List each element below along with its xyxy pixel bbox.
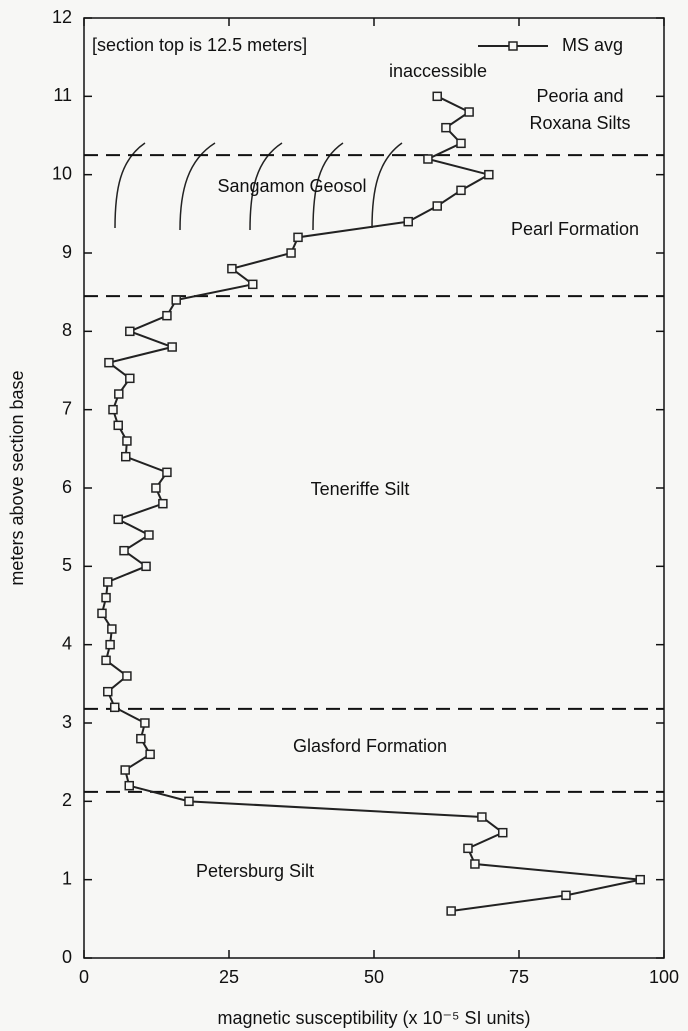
y-tick-label: 0 — [62, 947, 72, 967]
data-point — [167, 342, 177, 352]
data-point — [104, 357, 114, 368]
data-point — [227, 263, 237, 274]
data-point — [125, 373, 135, 384]
annotation: Pearl Formation — [511, 219, 639, 239]
x-tick-label: 100 — [649, 967, 679, 987]
y-tick-label: 8 — [62, 320, 72, 340]
y-tick-label: 3 — [62, 712, 72, 732]
annotation: Peoria and — [536, 86, 623, 106]
data-point — [171, 295, 181, 305]
legend-marker — [508, 41, 518, 51]
y-tick-label: 1 — [62, 868, 72, 888]
data-point — [248, 279, 258, 290]
data-point — [122, 671, 132, 681]
data-point — [144, 530, 154, 540]
data-point — [109, 702, 120, 713]
x-tick-label: 75 — [509, 967, 529, 987]
y-tick-label: 12 — [52, 7, 72, 27]
data-point — [498, 827, 508, 838]
geosol-symbols — [114, 142, 403, 231]
x-tick-label: 50 — [364, 967, 384, 987]
y-tick-label: 11 — [53, 85, 72, 105]
y-tick-label: 9 — [62, 242, 72, 262]
annotation: Petersburg Silt — [196, 861, 314, 881]
data-point — [470, 859, 480, 869]
data-point — [108, 404, 118, 415]
y-tick-label: 5 — [62, 555, 72, 575]
data-point — [286, 248, 296, 258]
y-tick-label: 7 — [62, 398, 72, 418]
annotation: Teneriffe Silt — [311, 479, 410, 499]
data-point — [122, 436, 132, 446]
annotation: Glasford Formation — [293, 736, 447, 756]
data-point — [114, 389, 124, 399]
data-point — [151, 483, 161, 493]
annotation: [section top is 12.5 meters] — [92, 35, 307, 55]
annotation: inaccessible — [389, 61, 487, 81]
data-point — [464, 107, 474, 117]
x-tick-label: 25 — [219, 967, 239, 987]
data-point — [103, 577, 113, 587]
data-point — [124, 780, 134, 791]
x-axis-label: magnetic susceptibility (x 10⁻⁵ SI units… — [217, 1008, 530, 1028]
data-point — [105, 639, 115, 650]
y-axis-label: meters above section base — [7, 370, 27, 585]
legend-label: MS avg — [562, 35, 623, 55]
y-tick-label: 6 — [62, 477, 72, 497]
data-point — [136, 733, 146, 744]
data-point — [432, 91, 442, 102]
data-point — [184, 796, 194, 807]
data-point — [441, 122, 451, 133]
data-point — [141, 561, 151, 572]
data-point — [103, 686, 113, 697]
data-point — [293, 232, 303, 243]
data-point — [101, 592, 111, 603]
data-point — [456, 185, 466, 196]
data-point — [403, 216, 413, 227]
data-point — [162, 467, 172, 478]
data-point — [101, 655, 111, 666]
data-point — [484, 169, 494, 180]
annotation: Roxana Silts — [529, 113, 630, 133]
data-point — [561, 890, 571, 901]
data-point — [158, 498, 168, 509]
y-tick-label: 2 — [62, 790, 72, 810]
data-point — [463, 843, 473, 854]
data-point — [97, 608, 107, 619]
data-point — [635, 874, 645, 885]
data-point — [140, 718, 150, 728]
y-tick-label: 10 — [52, 163, 72, 183]
data-point — [120, 765, 130, 775]
data-point — [113, 514, 123, 525]
data-point — [145, 749, 155, 760]
data-point — [162, 310, 172, 321]
y-tick-label: 4 — [62, 633, 72, 653]
data-point — [446, 906, 456, 916]
data-point — [456, 138, 466, 149]
data-point — [107, 624, 117, 634]
data-point — [121, 451, 131, 462]
annotation: Sangamon Geosol — [217, 176, 366, 196]
x-tick-label: 0 — [79, 967, 89, 987]
data-point — [125, 326, 135, 337]
data-point — [119, 545, 129, 556]
data-point — [432, 201, 442, 211]
data-point — [113, 420, 123, 431]
data-point — [423, 154, 433, 164]
data-point — [477, 812, 487, 822]
